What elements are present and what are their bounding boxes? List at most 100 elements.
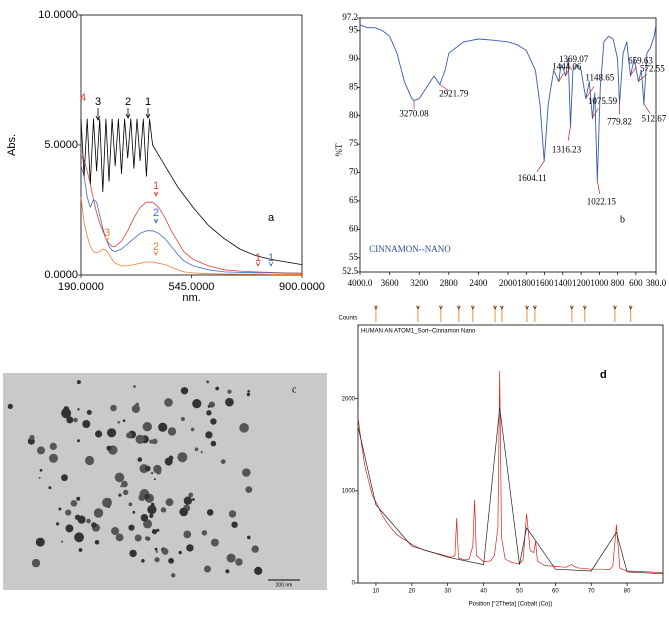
particle — [131, 404, 140, 413]
peak-leader — [592, 108, 599, 119]
x-tick-label: 190.0000 — [58, 281, 104, 293]
chart-panel: 4000.0 3600 3200 2800 2400 2000 1800 1600 1400 12… — [334, 12, 667, 288]
data-line — [80, 155, 303, 274]
particle — [140, 514, 149, 522]
particle — [247, 390, 250, 393]
particle — [164, 398, 173, 407]
y-tick-label: 60 — [349, 223, 359, 233]
particle — [35, 537, 45, 547]
particle — [78, 548, 83, 552]
particle — [126, 432, 133, 439]
x-tick-label: 2800 — [440, 278, 459, 288]
particle — [123, 489, 129, 496]
annotation: 3 — [104, 227, 110, 239]
particle — [155, 550, 158, 553]
reference-caret — [628, 305, 633, 310]
particle — [227, 389, 232, 394]
y-tick-label: 0 — [352, 581, 356, 587]
particle — [156, 528, 160, 532]
particle — [239, 423, 249, 433]
annotation: 4 — [80, 92, 86, 104]
particle — [192, 498, 195, 501]
particle — [77, 408, 80, 411]
particle — [204, 565, 211, 573]
particle — [186, 544, 194, 552]
y-tick-label: 90 — [349, 53, 359, 63]
y-tick-label: 2000 — [342, 396, 356, 402]
particle — [200, 451, 203, 454]
annotation: 1 — [255, 252, 261, 264]
annotation-arrow — [145, 108, 151, 119]
particle — [110, 404, 117, 412]
particle — [142, 422, 152, 432]
particle — [61, 474, 68, 482]
particle — [120, 485, 123, 488]
particle — [76, 380, 81, 385]
particle — [180, 387, 189, 395]
particle — [147, 505, 157, 515]
particle — [183, 530, 192, 539]
peak-label: 1075.59 — [588, 96, 618, 106]
x-tick-label: 3600 — [381, 278, 400, 288]
particle — [85, 455, 95, 466]
annotation: 1 — [153, 180, 159, 192]
particle — [76, 496, 81, 501]
particle — [132, 510, 136, 514]
particle — [150, 471, 154, 475]
y-tick-label: 10.0000 — [38, 9, 78, 21]
peak-label: 1148.65 — [585, 72, 614, 82]
peak-leader — [536, 160, 545, 173]
x-tick-label: 380.0 — [646, 278, 667, 288]
particle — [210, 538, 219, 547]
particle — [65, 509, 72, 516]
particle — [160, 507, 167, 513]
y-tick-label: 80 — [349, 110, 359, 120]
particle — [153, 478, 156, 481]
particle — [190, 427, 195, 432]
reference-caret — [500, 305, 504, 310]
particle — [168, 455, 174, 461]
particle — [205, 431, 213, 439]
particle — [154, 557, 160, 563]
annotation-arrow — [255, 261, 261, 267]
particle — [33, 560, 40, 567]
x-tick-label: 900.0000 — [279, 281, 325, 293]
x-tick-label: 4000.0 — [348, 278, 373, 288]
subtitle: HUMAN AN ATOM1_Sort~Cinnamon Nano — [361, 329, 476, 335]
particle — [133, 385, 136, 388]
x-tick-label: 1400 — [554, 278, 573, 288]
particle — [58, 507, 62, 511]
particle — [111, 527, 120, 535]
particle — [143, 519, 153, 529]
data-line — [357, 407, 664, 575]
peak-label: 512.67 — [642, 114, 667, 124]
particle — [210, 440, 217, 447]
reference-caret — [533, 305, 537, 310]
particle — [207, 405, 211, 408]
particle — [149, 513, 154, 519]
particle — [180, 417, 185, 421]
annotation: 2 — [125, 96, 131, 108]
particle — [86, 409, 92, 415]
x-tick-label: 600 — [629, 278, 643, 288]
peak-leader — [585, 86, 595, 99]
particle — [141, 559, 145, 563]
particle — [245, 486, 253, 493]
particle — [188, 492, 194, 498]
annotation: 2 — [153, 241, 159, 253]
chart-panel: 10 20 30 40 50 60 70 80 0 1000 2000 Position [°2The… — [338, 305, 664, 608]
peak-label: 1369.07 — [559, 54, 589, 64]
particle — [151, 529, 158, 535]
particle — [235, 558, 243, 566]
particle — [220, 459, 226, 464]
y-tick-label: 70 — [349, 167, 359, 177]
particle — [66, 416, 74, 424]
particle — [94, 540, 100, 545]
particle — [49, 453, 58, 463]
particle — [155, 468, 162, 475]
x-tick-label: 20 — [408, 589, 415, 595]
particle — [206, 509, 214, 516]
peak-label: 1316.23 — [552, 145, 582, 155]
x-tick-label: 2400 — [469, 278, 488, 288]
